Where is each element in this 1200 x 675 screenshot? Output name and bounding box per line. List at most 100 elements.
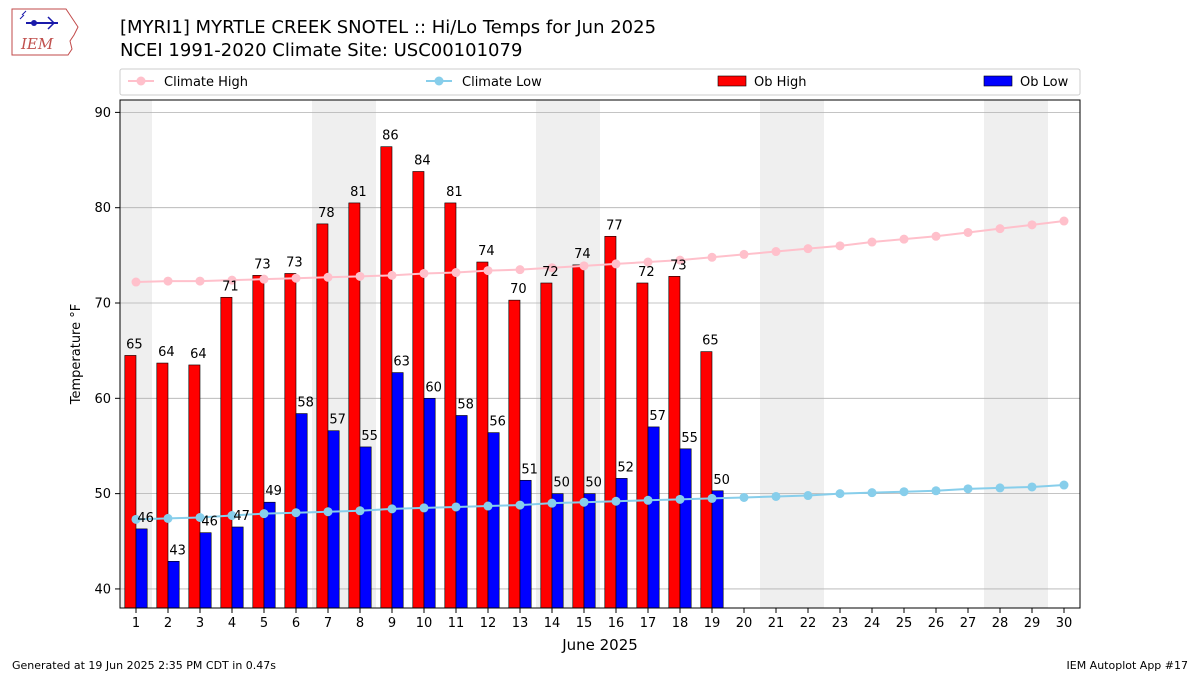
climate-high-point-10	[419, 268, 429, 278]
iem-logo: IEM	[11, 8, 79, 56]
ob-high-bar-19	[700, 351, 713, 609]
climate-high-point-29	[1027, 220, 1037, 230]
footer-generated: Generated at 19 Jun 2025 2:35 PM CDT in …	[12, 659, 277, 672]
climate-low-point-30	[1059, 480, 1069, 490]
climate-low-point-17	[643, 495, 653, 505]
ob-high-label-6: 73	[286, 255, 303, 270]
ob-high-label-3: 64	[190, 347, 207, 362]
legend: Climate High Climate Low Ob High Ob Low	[119, 68, 1081, 96]
iowa-outline-icon	[11, 8, 79, 56]
ob-low-label-17: 57	[649, 409, 666, 424]
x-tick-label-13: 13	[512, 616, 529, 631]
climate-low-point-4	[227, 511, 237, 521]
ob-high-label-2: 64	[158, 345, 175, 360]
weekend-band-5	[984, 100, 1048, 608]
x-axis-label: June 2025	[561, 636, 638, 654]
x-tick-label-1: 1	[132, 616, 140, 631]
legend-ob-high-label: Ob High	[754, 75, 807, 90]
ob-low-label-9: 63	[393, 355, 410, 370]
x-tick-label-21: 21	[768, 616, 785, 631]
y-tick-label-40: 40	[94, 582, 111, 597]
ob-high-label-14: 72	[542, 265, 559, 280]
ob-low-label-5: 49	[265, 484, 282, 499]
x-tick-label-30: 30	[1056, 616, 1073, 631]
ob-high-label-7: 78	[318, 206, 335, 221]
y-tick-label-60: 60	[94, 392, 111, 407]
legend-climate-low-label: Climate Low	[462, 75, 542, 90]
climate-low-point-25	[899, 487, 909, 497]
legend-climate-high-label: Climate High	[164, 75, 248, 90]
climate-high-point-26	[931, 231, 941, 241]
ob-low-bar-17	[647, 426, 660, 609]
climate-high-point-5	[259, 274, 269, 284]
climate-low-point-27	[963, 484, 973, 494]
ob-low-label-6: 58	[297, 396, 314, 411]
climate-low-point-29	[1027, 482, 1037, 492]
climate-low-point-11	[451, 502, 461, 512]
climate-low-point-26	[931, 486, 941, 496]
ob-low-label-19: 50	[713, 473, 730, 488]
ob-high-label-16: 77	[606, 218, 623, 233]
weekend-shading	[120, 100, 1048, 608]
ob-high-bar-15	[572, 264, 585, 609]
climate-low-point-22	[803, 491, 813, 501]
climate-high-point-11	[451, 268, 461, 278]
x-tick-label-8: 8	[356, 616, 364, 631]
x-tick-label-18: 18	[672, 616, 689, 631]
ob-low-label-11: 58	[457, 397, 474, 412]
climate-high-point-14	[547, 263, 557, 273]
ob-low-label-15: 50	[585, 476, 602, 491]
x-tick-label-14: 14	[544, 616, 561, 631]
ob-high-label-18: 73	[670, 258, 687, 273]
ob-high-bar-17	[636, 282, 649, 609]
ob-low-label-4: 47	[233, 509, 250, 524]
climate-low-point-10	[419, 503, 429, 513]
climate-high-point-22	[803, 244, 813, 254]
ob-high-bar-14	[540, 282, 553, 609]
ob-low-bar-11	[455, 415, 468, 609]
ob-high-bar-3	[188, 364, 201, 609]
ob-low-bar-12	[487, 432, 500, 609]
ob-high-bar-1	[124, 355, 137, 609]
y-tick-label-70: 70	[94, 297, 111, 312]
climate-high-point-25	[899, 234, 909, 244]
ob-low-label-16: 52	[617, 460, 634, 475]
climate-high-point-7	[323, 272, 333, 282]
x-tick-label-24: 24	[864, 616, 881, 631]
x-tick-label-28: 28	[992, 616, 1009, 631]
legend-climate-high-marker	[136, 76, 146, 86]
x-tick-label-10: 10	[416, 616, 433, 631]
chart-subtitle: NCEI 1991-2020 Climate Site: USC00101079	[120, 40, 523, 61]
legend-ob-low-label: Ob Low	[1020, 75, 1069, 90]
x-tick-label-11: 11	[448, 616, 465, 631]
legend-ob-low-swatch	[983, 75, 1013, 87]
climate-low-line	[135, 484, 1065, 521]
ob-high-bar-10	[412, 171, 425, 609]
climate-low-point-19	[707, 493, 717, 503]
x-tick-label-5: 5	[260, 616, 268, 631]
climate-low-point-20	[739, 492, 749, 502]
x-tick-label-19: 19	[704, 616, 721, 631]
ob-high-label-12: 74	[478, 244, 495, 259]
ob-low-bar-1	[135, 528, 148, 609]
climate-low-point-8	[355, 506, 365, 516]
x-tick-label-7: 7	[324, 616, 332, 631]
climate-low-point-14	[547, 498, 557, 508]
climate-low-point-23	[835, 489, 845, 499]
x-tick-label-6: 6	[292, 616, 300, 631]
legend-climate-low-marker	[434, 76, 444, 86]
ob-low-bar-9	[391, 372, 404, 609]
climate-low-point-13	[515, 500, 525, 510]
legend-ob-high-swatch	[717, 75, 747, 87]
climate-high-point-21	[771, 247, 781, 257]
ob-high-label-8: 81	[350, 185, 367, 200]
ob-high-label-13: 70	[510, 282, 527, 297]
chart-title: [MYRI1] MYRTLE CREEK SNOTEL :: Hi/Lo Tem…	[120, 17, 657, 38]
climate-high-point-30	[1059, 216, 1069, 226]
ob-low-label-18: 55	[681, 431, 698, 446]
ob-low-bar-10	[423, 398, 436, 609]
x-tick-label-23: 23	[832, 616, 849, 631]
ob-low-bar-13	[519, 479, 532, 609]
x-tick-label-17: 17	[640, 616, 657, 631]
